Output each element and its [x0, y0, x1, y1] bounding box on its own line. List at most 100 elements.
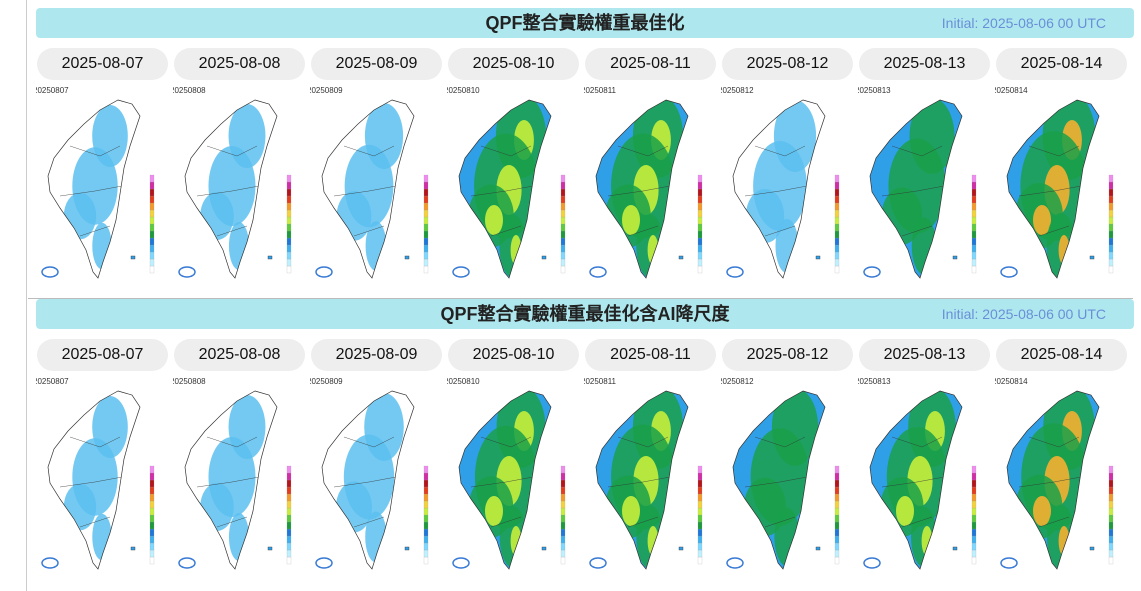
colorbar-step — [286, 535, 292, 544]
colorbar-step — [423, 535, 429, 544]
logo — [1000, 266, 1018, 278]
colorbar-step — [1108, 556, 1114, 565]
date-tabs: 2025-08-07 2025-08-08 2025-08-09 2025-08-10… — [36, 48, 1134, 80]
islet — [541, 255, 547, 260]
separator — [28, 298, 1133, 299]
island-outline — [595, 390, 689, 570]
colorbar-step — [697, 237, 703, 246]
county-lines — [333, 436, 397, 528]
date-tab[interactable]: 2025-08-13 — [859, 48, 990, 80]
date-tab[interactable]: 2025-08-09 — [311, 48, 442, 80]
colorbar-step — [560, 181, 566, 190]
rain-areas — [59, 396, 128, 561]
colorbar-step — [971, 465, 977, 474]
islet — [815, 546, 821, 551]
map-label: 20250814 — [995, 377, 1028, 386]
colorbar-step — [834, 479, 840, 488]
county-lines — [744, 145, 808, 237]
county-lines — [59, 145, 123, 237]
colorbar-step — [1108, 486, 1114, 495]
colorbar-step — [697, 500, 703, 509]
colorbar-step — [149, 258, 155, 267]
colorbar-step — [286, 195, 292, 204]
date-tab[interactable]: 2025-08-07 — [37, 48, 168, 80]
map-label: 20250812 — [721, 86, 754, 95]
date-tab[interactable]: 2025-08-12 — [722, 339, 853, 371]
colorbar-step — [423, 174, 429, 183]
islet — [130, 255, 136, 260]
colorbar-step — [834, 514, 840, 523]
colorbar-step — [149, 244, 155, 253]
date-tab[interactable]: 2025-08-14 — [996, 339, 1127, 371]
island — [595, 390, 689, 570]
colorbar-step — [149, 500, 155, 509]
rain-map — [41, 390, 155, 570]
colorbar-step — [423, 223, 429, 232]
island-outline — [47, 390, 141, 570]
date-tab[interactable]: 2025-08-11 — [585, 48, 716, 80]
colorbar-step — [286, 556, 292, 565]
island — [47, 99, 141, 279]
colorbar-step — [971, 500, 977, 509]
colorbar-step — [697, 549, 703, 558]
rain-areas — [468, 391, 546, 568]
date-tab[interactable]: 2025-08-10 — [448, 48, 579, 80]
colorbar-step — [149, 535, 155, 544]
date-tab[interactable]: 2025-08-07 — [37, 339, 168, 371]
rain-area — [228, 513, 250, 561]
colorbar-step — [697, 265, 703, 274]
colorbar-step — [149, 209, 155, 218]
colorbar-step — [697, 535, 703, 544]
colorbar-step — [286, 251, 292, 260]
logo — [41, 557, 59, 569]
map-cell: 20250811 — [584, 84, 718, 282]
colorbar-step — [697, 244, 703, 253]
colorbar-step — [149, 528, 155, 537]
colorbar-step — [560, 514, 566, 523]
colorbar-step — [560, 174, 566, 183]
title-bar: QPF整合實驗權重最佳化含AI降尺度 Initial: 2025-08-06 00… — [36, 299, 1134, 329]
colorbar-step — [697, 230, 703, 239]
colorbar-step — [423, 195, 429, 204]
title-bar: QPF整合實驗權重最佳化 Initial: 2025-08-06 00 UTC — [36, 8, 1134, 38]
colorbar-step — [834, 258, 840, 267]
date-tab[interactable]: 2025-08-09 — [311, 339, 442, 371]
islet — [267, 546, 273, 551]
date-tab[interactable]: 2025-08-13 — [859, 339, 990, 371]
colorbar-step — [286, 181, 292, 190]
county-lines — [744, 436, 808, 528]
colorbar-step — [834, 265, 840, 274]
initial-time: Initial: 2025-08-06 00 UTC — [941, 306, 1106, 322]
date-tab[interactable]: 2025-08-10 — [448, 339, 579, 371]
colorbar-step — [834, 521, 840, 530]
colorbar-step — [286, 493, 292, 502]
colorbar-step — [971, 507, 977, 516]
date-tab[interactable]: 2025-08-08 — [174, 48, 305, 80]
date-tab[interactable]: 2025-08-08 — [174, 339, 305, 371]
colorbar-step — [149, 549, 155, 558]
date-tab[interactable]: 2025-08-11 — [585, 339, 716, 371]
colorbar-step — [1108, 479, 1114, 488]
colorbar-step — [149, 202, 155, 211]
initial-time: Initial: 2025-08-06 00 UTC — [941, 15, 1106, 31]
rain-areas — [1015, 100, 1096, 278]
map-cell: 20250814 — [995, 84, 1129, 282]
colorbar-step — [971, 549, 977, 558]
rain-core — [485, 496, 503, 526]
island — [732, 390, 826, 570]
colorbar-step — [423, 244, 429, 253]
date-tab[interactable]: 2025-08-12 — [722, 48, 853, 80]
colorbar-step — [1108, 216, 1114, 225]
colorbar-step — [971, 244, 977, 253]
logo — [589, 557, 607, 569]
colorbar-step — [149, 507, 155, 516]
rain-area — [200, 483, 234, 531]
rain-map — [1000, 99, 1114, 279]
date-tab[interactable]: 2025-08-14 — [996, 48, 1127, 80]
colorbar-step — [423, 549, 429, 558]
colorbar-step — [834, 535, 840, 544]
county-lines — [59, 436, 123, 528]
colorbar-step — [560, 521, 566, 530]
colorbar-step — [560, 556, 566, 565]
colorbar-step — [697, 258, 703, 267]
